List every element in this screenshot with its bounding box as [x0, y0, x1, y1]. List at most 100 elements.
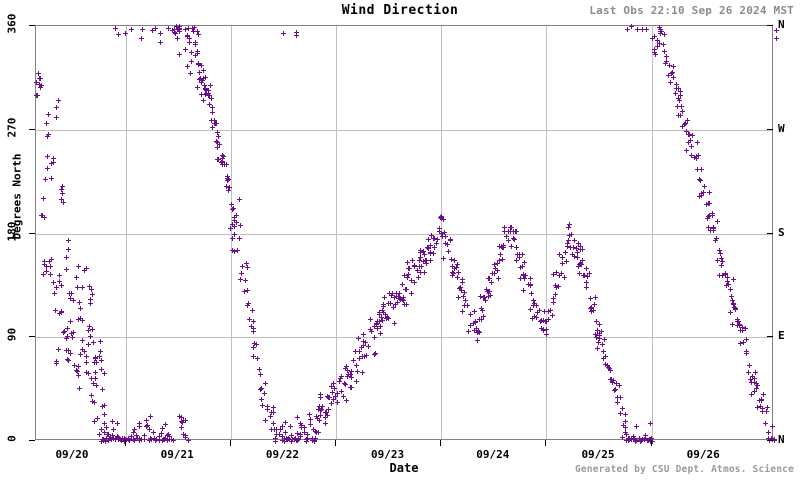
data-point — [68, 319, 74, 325]
data-point — [292, 436, 298, 442]
data-point — [452, 258, 458, 264]
data-point — [689, 152, 695, 158]
data-point — [541, 327, 547, 333]
data-point — [715, 219, 721, 225]
data-point — [374, 320, 380, 326]
data-point — [592, 295, 598, 301]
data-point — [633, 438, 639, 444]
data-point — [474, 337, 480, 343]
data-point — [64, 334, 70, 340]
data-point — [612, 388, 618, 394]
data-point — [170, 27, 176, 33]
data-point — [187, 40, 193, 46]
data-point — [696, 193, 702, 199]
data-point — [86, 284, 92, 290]
data-point — [417, 247, 423, 253]
data-point — [748, 377, 754, 383]
data-point — [79, 347, 85, 353]
data-point — [51, 291, 57, 297]
data-point — [608, 376, 614, 382]
data-point — [739, 327, 745, 333]
data-point — [667, 63, 673, 69]
data-point — [699, 166, 705, 172]
data-point — [395, 300, 401, 306]
data-point — [226, 187, 232, 193]
data-point — [338, 375, 344, 381]
data-point — [157, 434, 162, 440]
data-point — [495, 276, 501, 282]
data-point — [280, 423, 286, 429]
data-point — [121, 438, 127, 444]
data-point — [89, 291, 95, 297]
data-point — [37, 82, 43, 88]
data-point — [89, 375, 95, 381]
data-point — [319, 404, 325, 410]
x-tick-label: 09/21 — [160, 448, 194, 461]
data-point — [740, 325, 746, 331]
data-point — [518, 264, 524, 270]
data-point — [602, 361, 608, 367]
data-point — [38, 82, 44, 88]
data-point — [288, 438, 294, 444]
data-point — [542, 308, 548, 314]
data-point — [743, 326, 749, 332]
x-tick-mark — [125, 440, 126, 446]
data-point — [79, 285, 85, 291]
data-point — [663, 60, 669, 66]
data-point — [347, 372, 353, 378]
data-point — [339, 374, 344, 380]
data-point — [35, 93, 41, 99]
data-point — [516, 254, 522, 260]
data-point — [185, 437, 191, 443]
data-point — [62, 329, 68, 335]
data-point — [279, 438, 285, 444]
data-point — [756, 397, 762, 403]
data-point — [230, 247, 236, 253]
data-point — [199, 78, 205, 84]
data-point — [481, 294, 487, 300]
data-point — [184, 64, 190, 70]
data-point — [546, 316, 552, 322]
data-point — [519, 252, 525, 258]
data-point — [606, 365, 612, 371]
data-point — [336, 378, 342, 384]
data-point — [677, 92, 683, 98]
data-point — [644, 438, 650, 444]
data-point — [406, 271, 412, 277]
data-point — [678, 104, 684, 110]
data-point — [220, 161, 226, 167]
data-point — [173, 30, 179, 36]
data-point — [308, 416, 314, 422]
data-point — [662, 48, 668, 54]
data-point — [192, 25, 198, 31]
data-point — [684, 129, 690, 135]
data-point — [528, 306, 534, 312]
data-point — [567, 233, 573, 239]
data-point — [197, 75, 203, 81]
data-point — [177, 51, 183, 57]
data-point — [344, 363, 350, 369]
data-point — [632, 435, 638, 441]
data-point — [201, 75, 207, 81]
data-point — [745, 369, 751, 375]
data-point — [77, 352, 83, 358]
data-point — [141, 433, 147, 439]
data-point — [423, 257, 429, 263]
data-point — [207, 93, 213, 99]
data-point — [682, 121, 688, 127]
data-point — [57, 278, 63, 284]
data-point — [715, 258, 721, 264]
data-point — [234, 213, 240, 219]
data-point — [91, 381, 97, 387]
data-point — [762, 420, 768, 426]
data-point — [392, 321, 398, 327]
data-point — [546, 309, 552, 315]
data-point — [694, 155, 700, 161]
data-point — [362, 353, 368, 359]
data-point — [348, 369, 354, 375]
data-point — [74, 285, 80, 291]
data-point — [136, 437, 142, 443]
data-point — [359, 345, 365, 351]
data-point — [215, 157, 221, 163]
data-point — [329, 383, 335, 389]
